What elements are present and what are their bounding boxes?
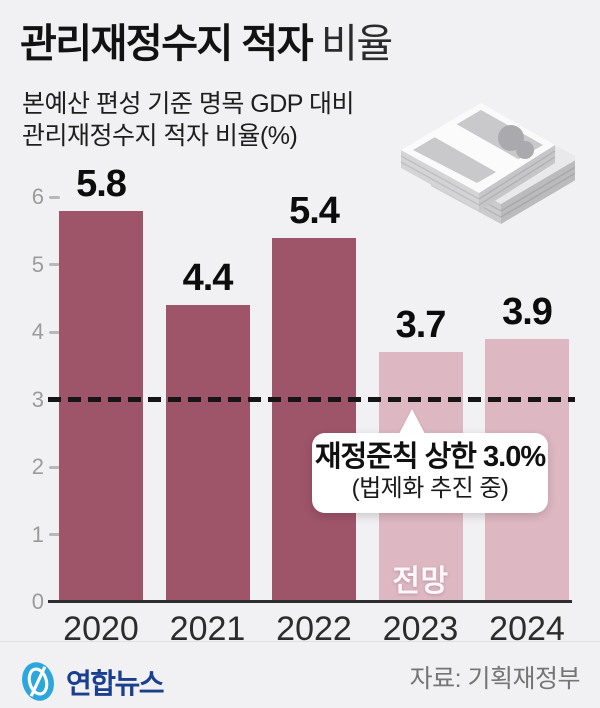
x-axis-label-2023: 2023	[382, 610, 459, 648]
y-axis-tick-1	[49, 533, 60, 536]
yonhap-logo-text: 연합뉴스	[66, 667, 165, 699]
y-axis-label-1: 1	[31, 521, 44, 547]
yonhap-logo: 연합뉴스	[18, 660, 165, 703]
x-axis-line	[48, 600, 572, 603]
bar-value-label-2021: 4.4	[182, 257, 234, 299]
y-axis-label-0: 0	[31, 589, 44, 614]
bar-value-label-2023: 3.7	[395, 304, 447, 347]
y-axis-label-6: 6	[31, 184, 44, 209]
forecast-overlay-label: 전망	[392, 565, 449, 598]
y-axis-tick-4	[49, 330, 60, 334]
source-credit: 자료: 기획재정부	[409, 665, 581, 693]
y-axis-label-2: 2	[31, 454, 44, 479]
title-bold-text: 관리재정수지 적자	[20, 22, 314, 66]
x-axis-label-2020: 2020	[63, 610, 139, 648]
callout-sub-text: (법제화 추진 중)	[351, 474, 509, 502]
page-title: 관리재정수지 적자 비율	[20, 22, 393, 66]
callout-main-text: 재정준칙 상한 3.0%	[314, 441, 546, 473]
bar-value-label-2022: 5.4	[289, 189, 340, 232]
yonhap-globe-icon	[22, 662, 54, 701]
subtitle-line-1: 본예산 편성 기준 명목 GDP 대비	[22, 90, 354, 118]
bar-2022	[272, 237, 356, 602]
bar-value-label-2020: 5.8	[76, 162, 127, 205]
y-axis-tick-6	[49, 195, 60, 199]
x-axis-label-2021: 2021	[169, 610, 246, 648]
x-axis-label-2024: 2024	[489, 610, 565, 648]
y-axis-label-4: 4	[31, 319, 44, 344]
reference-dashed-line	[48, 397, 575, 402]
y-axis-tick-5	[49, 263, 60, 266]
footer-divider	[0, 641, 600, 642]
y-axis-label-5: 5	[31, 251, 44, 277]
callout-pointer	[399, 409, 425, 434]
bar-2020	[59, 210, 143, 602]
bar-2021	[165, 305, 250, 602]
bar-value-label-2024: 3.9	[502, 290, 553, 333]
banknote-stack-icon	[400, 103, 575, 224]
y-axis-tick-2	[49, 465, 60, 469]
x-axis-label-2022: 2022	[276, 610, 352, 648]
title-regular-text: 비율	[321, 22, 393, 66]
reference-line-callout: 재정준칙 상한 3.0% (법제화 추진 중)	[312, 409, 548, 513]
y-axis-label-3: 3	[31, 386, 44, 412]
chart-subtitle: 본예산 편성 기준 명목 GDP 대비 관리재정수지 적자 비율(%)	[22, 88, 354, 152]
subtitle-line-2: 관리재정수지 적자 비율(%)	[22, 122, 298, 150]
